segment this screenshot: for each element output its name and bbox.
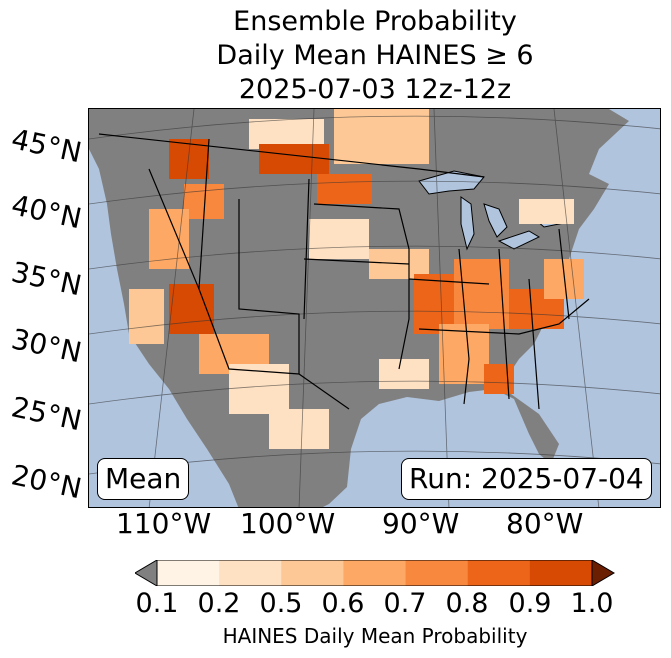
colorbar-tick: 0.9 — [508, 588, 552, 619]
title-line-2: Daily Mean HAINES ≥ 6 — [216, 40, 534, 71]
title-line-3: 2025-07-03 12z-12z — [238, 74, 512, 105]
lat-label-40: 40°N — [8, 188, 85, 236]
colorbar-label: HAINES Daily Mean Probability — [222, 624, 528, 648]
lon-label-80w: 80°W — [506, 507, 584, 540]
probability-map — [88, 108, 661, 508]
stat-badge: Mean — [97, 458, 190, 500]
colorbar-bin — [343, 560, 407, 586]
colorbar — [135, 560, 615, 586]
colorbar-tick: 1.0 — [570, 588, 614, 619]
colorbar-bin — [467, 560, 531, 586]
lat-label-20: 20°N — [8, 458, 85, 506]
map-canvas — [89, 109, 660, 507]
colorbar-over-arrow — [591, 560, 615, 586]
colorbar-bin — [157, 560, 220, 586]
colorbar-tick: 0.8 — [445, 588, 489, 619]
lat-label-35: 35°N — [8, 255, 85, 303]
lon-label-100w: 100°W — [240, 507, 336, 540]
colorbar-bin — [219, 560, 282, 586]
title-line-1: Ensemble Probability — [233, 6, 517, 37]
borders — [98, 133, 590, 410]
colorbar-tick: 0.6 — [321, 588, 365, 619]
lat-label-45: 45°N — [8, 122, 85, 170]
colorbar-bin — [529, 560, 593, 586]
great-lakes — [418, 170, 565, 251]
colorbar-tick: 0.1 — [135, 588, 179, 619]
colorbar-tick: 0.7 — [383, 588, 427, 619]
colorbar-tick: 0.5 — [259, 588, 303, 619]
colorbar-bin — [281, 560, 344, 586]
colorbar-frame — [156, 560, 593, 586]
lat-label-25: 25°N — [8, 390, 85, 438]
probability-field — [129, 109, 584, 449]
lon-label-110w: 110°W — [116, 507, 212, 540]
colorbar-tick: 0.2 — [197, 588, 241, 619]
colorbar-bin — [405, 560, 469, 586]
run-badge: Run: 2025-07-04 — [401, 458, 652, 500]
lat-label-30: 30°N — [8, 322, 85, 370]
lon-label-90w: 90°W — [382, 507, 460, 540]
colorbar-under-arrow — [135, 560, 158, 586]
graticule — [89, 109, 660, 507]
